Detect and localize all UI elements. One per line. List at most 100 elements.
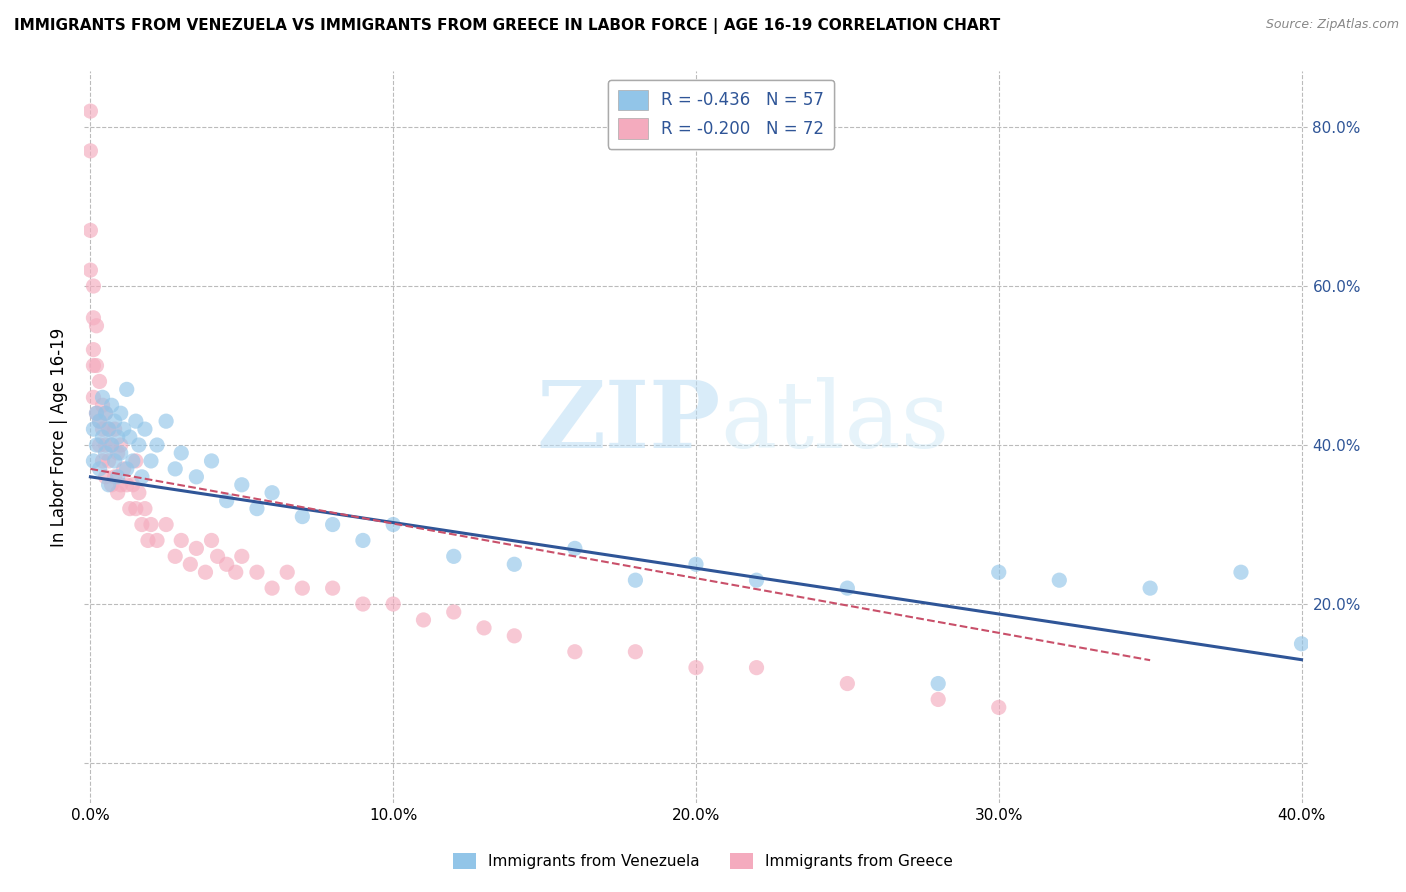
Point: [125, 501, 148, 516]
Point: [82, 310, 104, 325]
Point: [125, 414, 148, 428]
Point: [97, 477, 120, 491]
Point: [89, 438, 111, 452]
Point: [262, 581, 284, 595]
Point: [352, 533, 374, 548]
Point: [82, 454, 104, 468]
Point: [91, 390, 114, 404]
Point: [100, 438, 122, 452]
Point: [128, 438, 150, 452]
Point: [107, 485, 129, 500]
Point: [97, 422, 120, 436]
Point: [86, 438, 108, 452]
Point: [165, 462, 187, 476]
Point: [215, 493, 238, 508]
Point: [134, 501, 156, 516]
Point: [97, 422, 120, 436]
Point: [89, 462, 111, 476]
Point: [82, 359, 104, 373]
Point: [110, 477, 132, 491]
Point: [179, 558, 201, 572]
Point: [94, 446, 117, 460]
Point: [1139, 581, 1161, 595]
Point: [115, 383, 138, 397]
Point: [987, 566, 1010, 580]
Point: [82, 422, 104, 436]
Point: [186, 470, 208, 484]
Point: [136, 533, 159, 548]
Point: [745, 573, 768, 587]
Point: [86, 406, 108, 420]
Point: [115, 477, 138, 491]
Point: [194, 566, 217, 580]
Point: [443, 549, 465, 564]
Point: [186, 541, 208, 556]
Text: ZIP: ZIP: [536, 377, 720, 467]
Point: [107, 430, 129, 444]
Point: [225, 566, 247, 580]
Point: [104, 422, 127, 436]
Point: [564, 645, 586, 659]
Point: [86, 318, 108, 333]
Point: [564, 541, 586, 556]
Point: [121, 454, 143, 468]
Point: [837, 676, 859, 690]
Point: [104, 414, 127, 428]
Point: [112, 422, 135, 436]
Point: [276, 566, 298, 580]
Point: [927, 692, 949, 706]
Point: [79, 263, 101, 277]
Point: [170, 446, 193, 460]
Point: [685, 660, 707, 674]
Point: [382, 517, 405, 532]
Point: [246, 501, 269, 516]
Point: [155, 517, 177, 532]
Point: [118, 501, 141, 516]
Point: [91, 398, 114, 412]
Point: [322, 517, 344, 532]
Point: [91, 422, 114, 436]
Point: [382, 597, 405, 611]
Point: [104, 470, 127, 484]
Point: [89, 414, 111, 428]
Point: [82, 390, 104, 404]
Point: [837, 581, 859, 595]
Point: [322, 581, 344, 595]
Point: [624, 645, 647, 659]
Point: [82, 279, 104, 293]
Point: [94, 406, 117, 420]
Text: atlas: atlas: [720, 377, 949, 467]
Point: [89, 375, 111, 389]
Point: [231, 477, 253, 491]
Point: [115, 462, 138, 476]
Point: [94, 438, 117, 452]
Point: [125, 454, 148, 468]
Point: [745, 660, 768, 674]
Point: [987, 700, 1010, 714]
Point: [100, 438, 122, 452]
Point: [110, 438, 132, 452]
Point: [131, 517, 153, 532]
Point: [1291, 637, 1313, 651]
Point: [86, 359, 108, 373]
Point: [624, 573, 647, 587]
Point: [1230, 566, 1253, 580]
Point: [352, 597, 374, 611]
Point: [291, 509, 314, 524]
Point: [503, 558, 526, 572]
Point: [104, 454, 127, 468]
Point: [79, 104, 101, 119]
Point: [107, 446, 129, 460]
Point: [94, 470, 117, 484]
Point: [443, 605, 465, 619]
Point: [86, 406, 108, 420]
Point: [472, 621, 495, 635]
Point: [79, 144, 101, 158]
Text: Source: ZipAtlas.com: Source: ZipAtlas.com: [1265, 18, 1399, 31]
Point: [170, 533, 193, 548]
Point: [112, 462, 135, 476]
Point: [165, 549, 187, 564]
Point: [503, 629, 526, 643]
Point: [155, 414, 177, 428]
Point: [146, 533, 169, 548]
